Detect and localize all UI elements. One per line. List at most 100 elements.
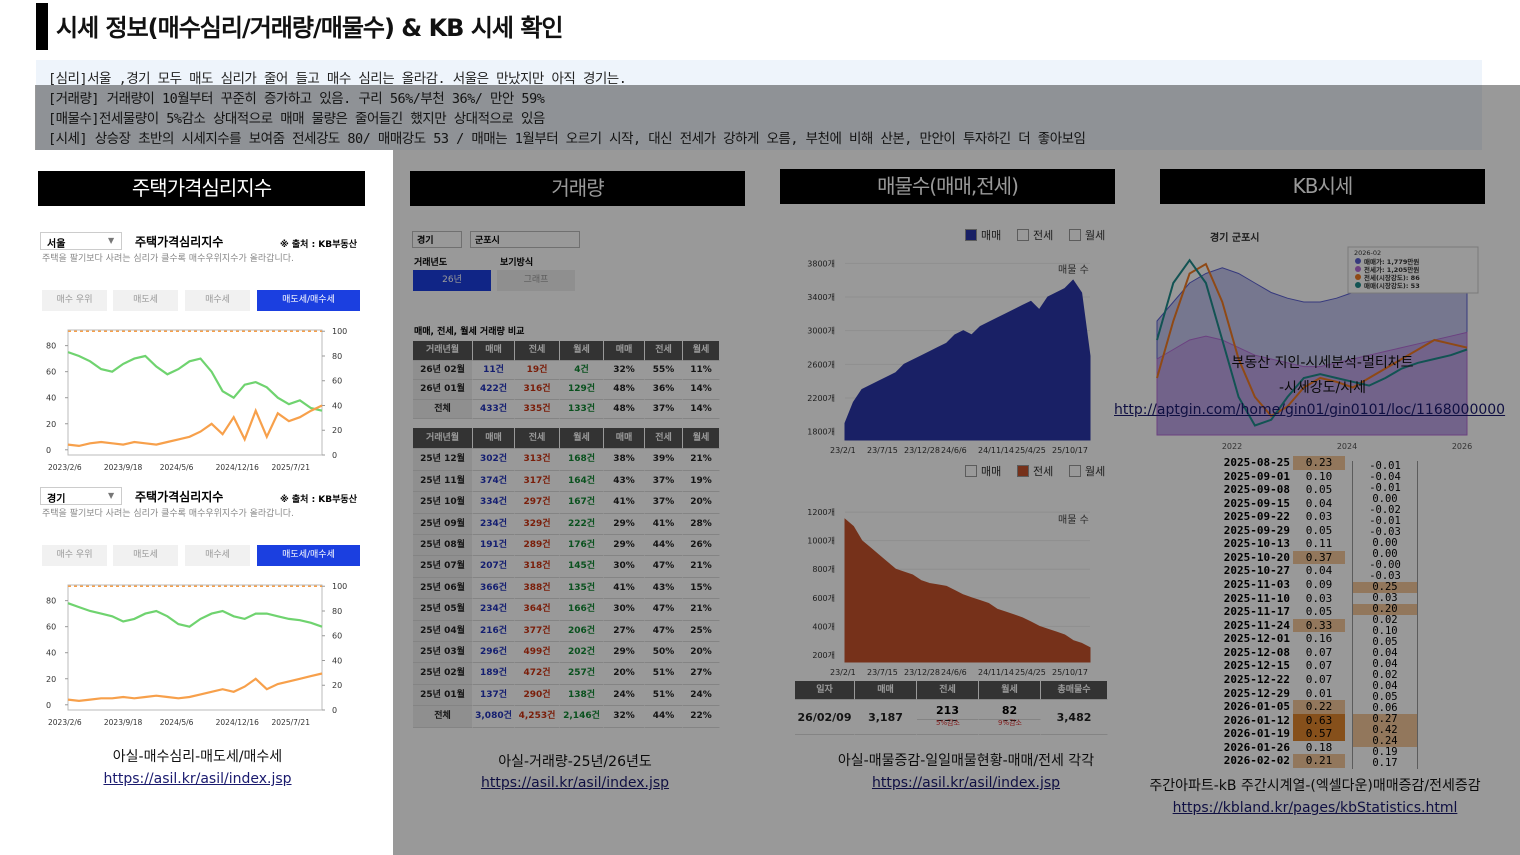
- value-cell: 0.05: [1293, 605, 1345, 619]
- y-tick-label: 1800개: [807, 427, 835, 437]
- date-cell: 2025-11-10: [1200, 591, 1293, 606]
- series-line: [67, 672, 323, 703]
- change-cell: 0.20: [1352, 604, 1418, 615]
- change-cell: 0.00: [1352, 538, 1418, 549]
- table-header-cell: 월세: [979, 681, 1041, 700]
- y-tick-label: 40: [46, 649, 56, 658]
- value-cell: 0.21: [1293, 754, 1345, 768]
- table-cell: 29%: [604, 535, 645, 557]
- legend-swatch: [965, 465, 977, 477]
- table-cell: 29%: [604, 642, 645, 664]
- table-cell: 20%: [683, 642, 720, 664]
- legend-swatch: [1069, 465, 1081, 477]
- legend-label: 전세: [1033, 229, 1054, 242]
- change-cell: 0.00: [1352, 549, 1418, 560]
- table-cell: 3,482: [1041, 700, 1108, 735]
- y-tick-label: 20: [46, 420, 56, 429]
- value-cell: 0.16: [1293, 632, 1345, 646]
- table-cell: 145건: [560, 556, 604, 578]
- value-cell: 0.07: [1293, 645, 1345, 660]
- date-cell: 2025-12-08: [1200, 645, 1293, 660]
- table-cell: 55%: [645, 360, 683, 380]
- value-cell: 0.03: [1293, 510, 1345, 524]
- table-cell: 499건: [515, 642, 560, 664]
- value-cell: 0.07: [1293, 659, 1345, 673]
- y2-tick-label: 100: [332, 582, 347, 591]
- table-cell: 48%: [604, 380, 645, 400]
- change-cell: 0.17: [1352, 758, 1418, 769]
- x-tick-label: 2025/7/21: [272, 463, 311, 472]
- note-line: [시세] 상승장 초반의 시세지수를 보여줌 전세강도 80/ 매매강도 53 …: [48, 131, 1086, 147]
- x-tick-label: 2024: [1337, 442, 1357, 451]
- table-cell: 129건: [560, 380, 604, 400]
- date-cell: 2025-09-15: [1200, 496, 1293, 511]
- table-cell: 37%: [645, 492, 683, 514]
- table-cell: 14%: [683, 399, 720, 419]
- change-cell: 0.05: [1352, 637, 1418, 648]
- table-cell: 43%: [645, 577, 683, 600]
- series-line: [1156, 258, 1468, 427]
- table-cell: 39%: [645, 449, 683, 471]
- toggle-button: 매도세/매수세: [257, 290, 360, 311]
- plot-area: [67, 584, 323, 711]
- y2-tick-label: 80: [332, 352, 342, 361]
- region-label: 경기 군포시: [1210, 233, 1260, 244]
- source-link: https://asil.kr/asil/index.jsp: [103, 771, 292, 787]
- table-cell: 20%: [604, 663, 645, 685]
- table-cell: 335건: [515, 399, 560, 419]
- toggle-button: 매수세: [185, 290, 250, 311]
- select-arrow: ▼: [108, 491, 115, 500]
- table-cell: 334건: [473, 492, 515, 514]
- table-header-cell: 월세: [560, 341, 604, 361]
- series-line: [67, 351, 323, 412]
- table-cell: 25년 01월: [413, 684, 473, 707]
- table-cell: 43%: [604, 470, 645, 493]
- widget-source: ※ 출처 : KB부동산: [280, 240, 357, 250]
- legend-label: 매매(시장강도): 53: [1364, 281, 1420, 290]
- value-cell: 0.63: [1293, 713, 1345, 728]
- change-cell: -0.02: [1352, 505, 1418, 516]
- table-header-cell: 월세: [683, 341, 720, 361]
- y2-tick-label: 0: [332, 706, 337, 715]
- area: [844, 279, 1091, 441]
- value-cell: 0.18: [1293, 740, 1345, 755]
- date-cell: 2025-10-20: [1200, 550, 1293, 565]
- source-link: https://asil.kr/asil/index.jsp: [871, 775, 1061, 791]
- panel-header: KB시세: [1160, 169, 1485, 204]
- series-line: [1156, 262, 1468, 418]
- table-cell: 32%: [604, 706, 645, 728]
- value-cell: 0.03: [1293, 591, 1345, 606]
- y-tick-label: 1200개: [807, 507, 835, 517]
- table-header-cell: 전세: [515, 341, 560, 361]
- panel-header: 거래량: [410, 171, 745, 206]
- legend-swatch: [1017, 229, 1029, 241]
- table-cell: 164건: [560, 470, 604, 493]
- change-cell: 0.02: [1352, 670, 1418, 681]
- filter-label: 군포시: [475, 236, 500, 246]
- toggle-button: 매도세: [113, 545, 178, 566]
- legend-swatch: [1069, 229, 1081, 241]
- table-cell: 2,146건: [560, 706, 604, 728]
- x-tick-label: 23/7/15: [867, 668, 898, 677]
- table-cell: 168건: [560, 449, 604, 471]
- table-cell: 전체: [413, 706, 473, 728]
- table-cell: 317건: [515, 470, 560, 493]
- date-cell: 2026-01-19: [1200, 727, 1293, 741]
- table-cell: 27%: [683, 663, 720, 685]
- table-cell: 24%: [604, 684, 645, 707]
- x-tick-label: 24/11/14: [978, 668, 1014, 677]
- x-tick-label: 2023/9/18: [104, 463, 143, 472]
- change-cell: 0.06: [1352, 703, 1418, 714]
- value-cell: 0.37: [1293, 550, 1345, 565]
- table-cell: 25년 06월: [413, 577, 473, 600]
- table-header-cell: 총매물수: [1041, 681, 1108, 700]
- table-cell: 25년 11월: [413, 470, 473, 493]
- notes-box: [36, 60, 1482, 150]
- y-tick-label: 3800개: [807, 258, 835, 268]
- table-cell: 25년 07월: [413, 556, 473, 578]
- date-cell: 2025-09-08: [1200, 483, 1293, 497]
- change-note: 5%감소: [936, 719, 960, 727]
- table-cell: 329건: [515, 513, 560, 535]
- overlay-link: http://aptgin.com/home/gin01/gin0101/loc…: [1114, 402, 1506, 418]
- table-cell: 137건: [473, 684, 515, 707]
